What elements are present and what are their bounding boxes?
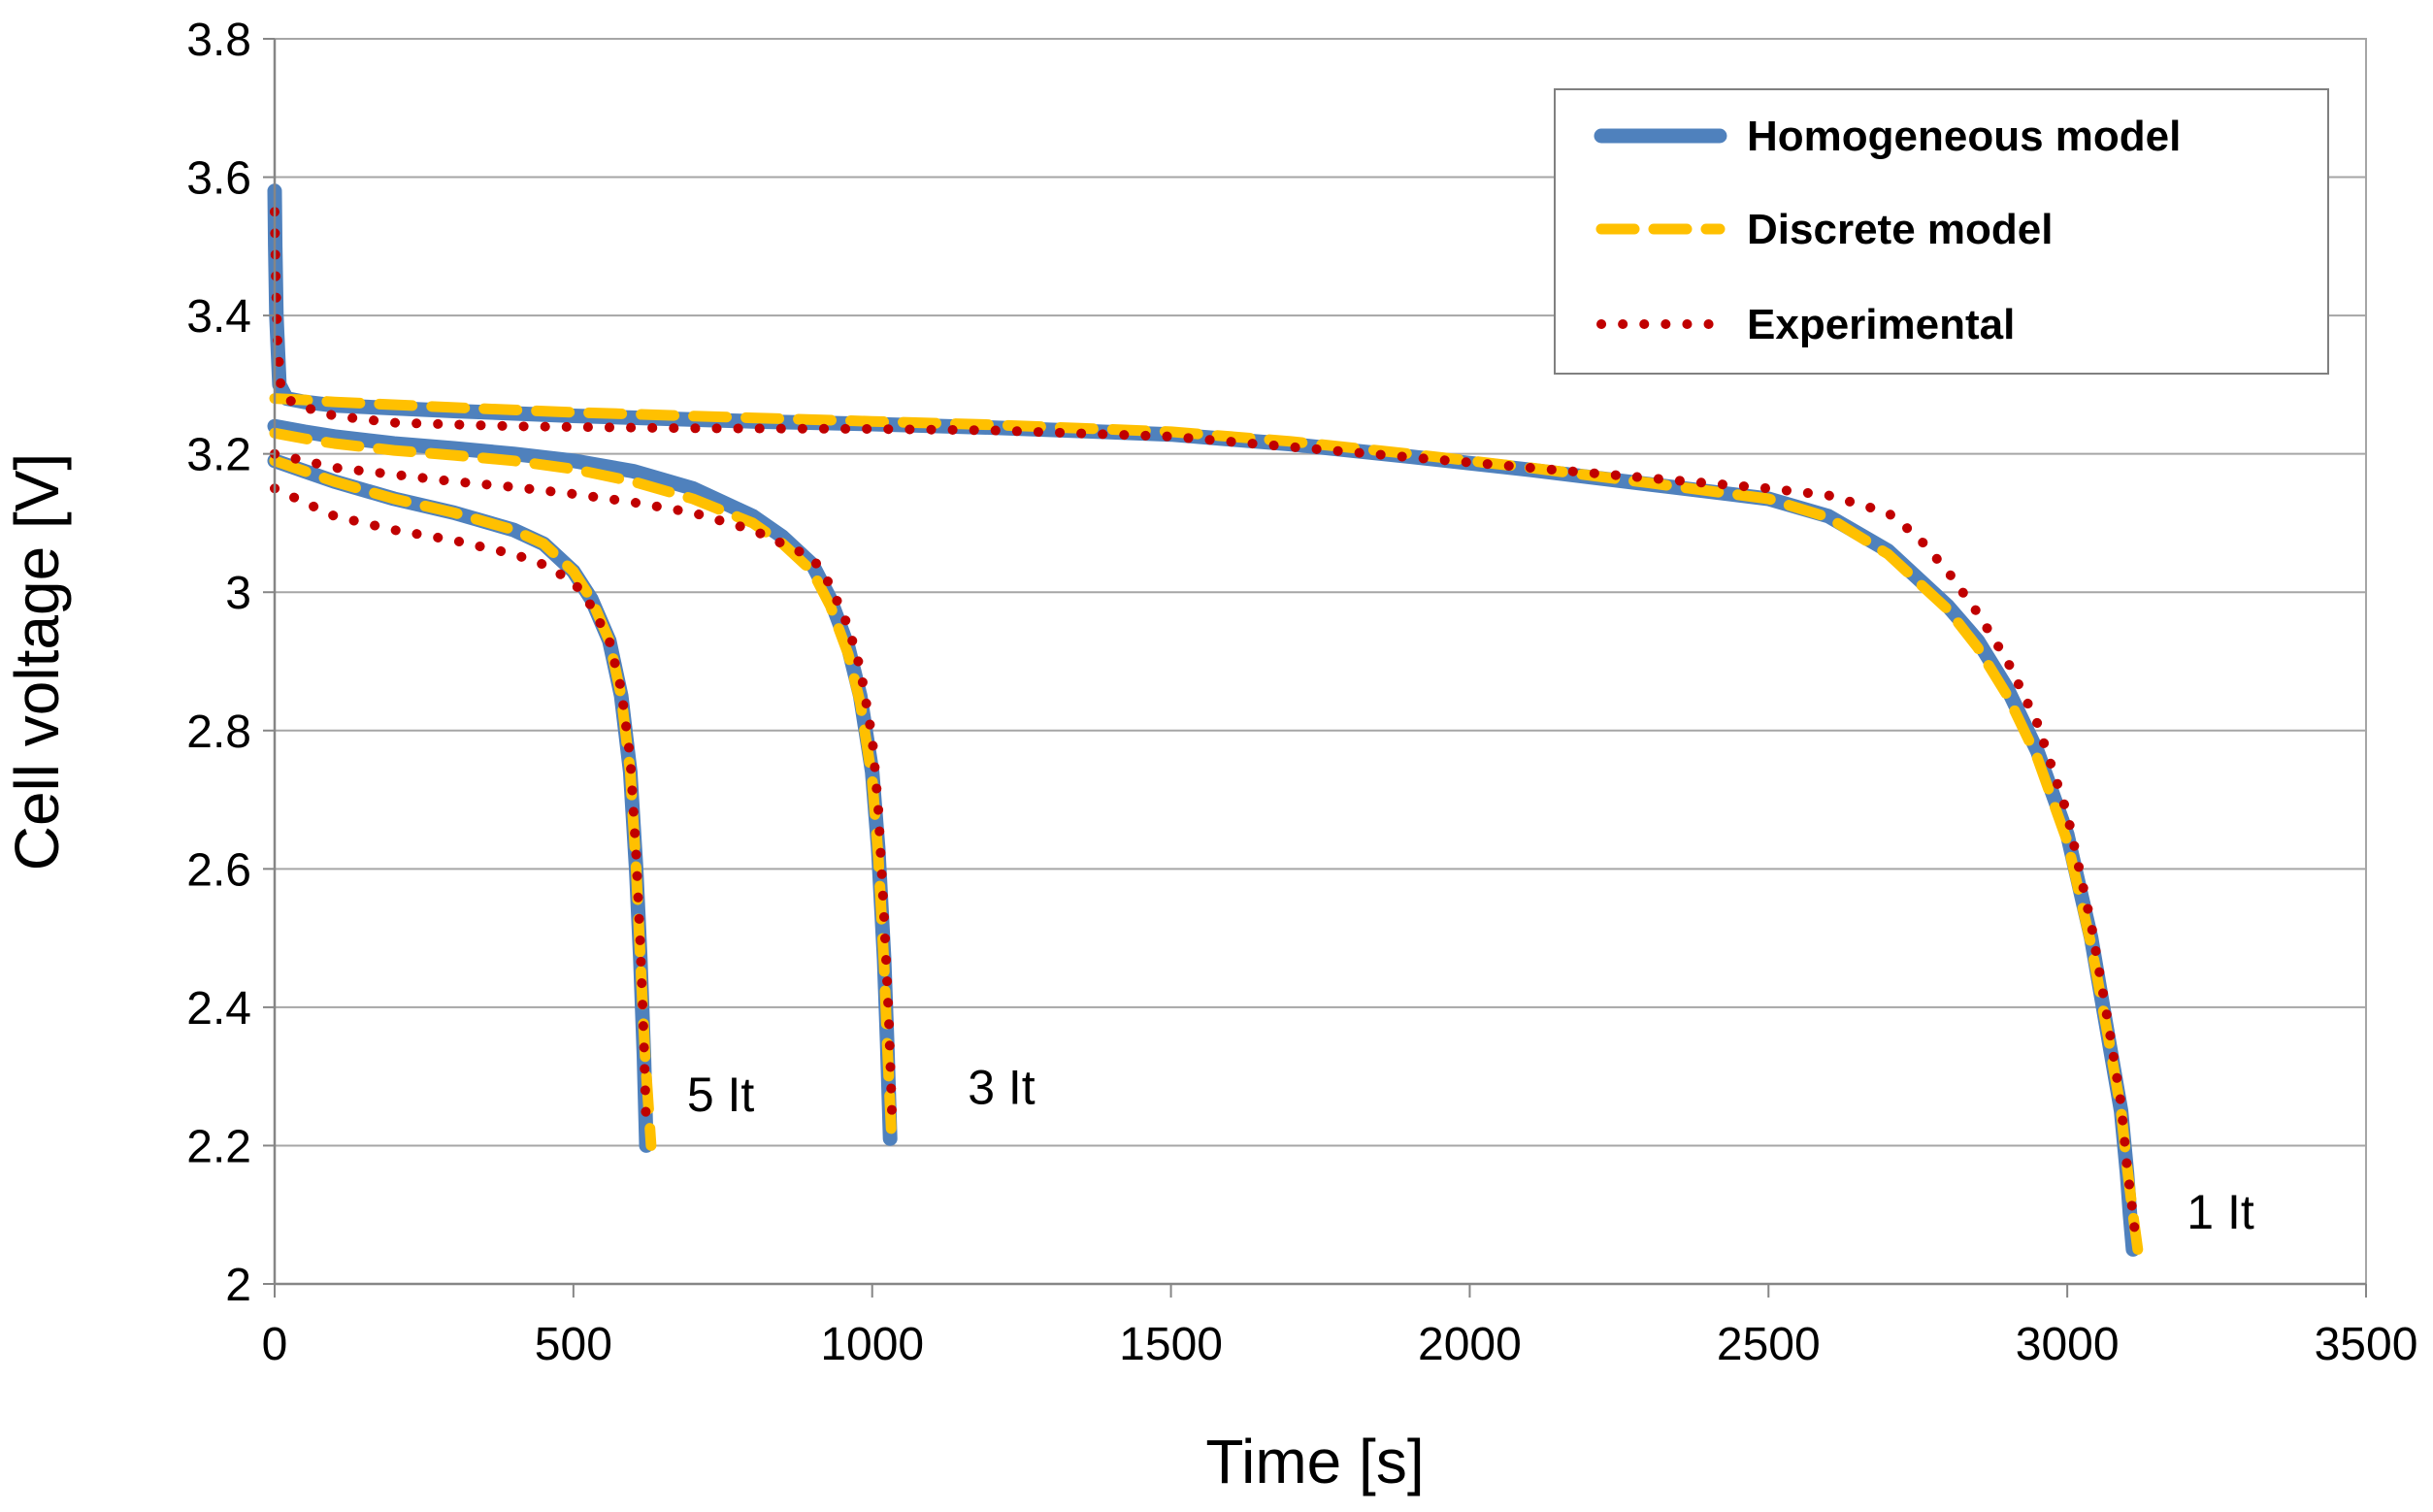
y-tick-label: 2 <box>225 1260 251 1311</box>
x-tick-label: 0 <box>262 1319 288 1370</box>
x-tick-label: 1500 <box>1119 1319 1223 1370</box>
y-tick-label: 2.4 <box>186 983 251 1035</box>
legend-label: Discrete model <box>1747 206 2053 253</box>
annotations: 5 It 3 It 1 It <box>687 1061 2254 1239</box>
series-line-discrete-model-5it <box>269 455 657 1151</box>
y-tick-label: 3.8 <box>186 15 251 66</box>
y-tick-label: 2.6 <box>186 844 251 896</box>
series-layer <box>267 183 2144 1257</box>
legend: Homogeneous model Discrete model Experimen… <box>1554 88 2329 375</box>
y-tick-label: 3.6 <box>186 153 251 205</box>
x-tick-label: 2500 <box>1717 1319 1821 1370</box>
series-line-experimental-3it <box>270 448 897 1116</box>
x-tick-label: 2000 <box>1418 1319 1522 1370</box>
rate-annotation: 3 It <box>968 1061 1036 1115</box>
y-tick-label: 3.4 <box>186 291 251 343</box>
x-axis-title: Time [s] <box>1205 1427 1424 1496</box>
x-tick-label: 3000 <box>2016 1319 2120 1370</box>
legend-label: Experimental <box>1747 301 2015 348</box>
y-tick-label: 3.2 <box>186 430 251 481</box>
x-tick-label: 3500 <box>2315 1319 2418 1370</box>
series-line-discrete-model-3it <box>269 427 897 1137</box>
y-axis-title: Cell voltage [V] <box>2 453 72 871</box>
series-line-experimental-5it <box>270 483 651 1137</box>
rate-annotation: 5 It <box>687 1068 755 1122</box>
y-tick-label: 3 <box>225 568 251 619</box>
y-tick-label: 2.8 <box>186 707 251 758</box>
x-tick-label: 500 <box>535 1319 612 1370</box>
y-tick-label: 2.2 <box>186 1121 251 1172</box>
x-tick-label: 1000 <box>820 1319 924 1370</box>
axes: 2 2.2 2.4 2.6 2.8 3 3.2 3.4 3.6 3.8 0 500 1000 1500 20… <box>186 15 2417 1370</box>
series-line-experimental-1it <box>270 207 2141 1248</box>
legend-label: Homogeneous model <box>1747 113 2181 160</box>
series-line-discrete-model-1it <box>269 393 2144 1255</box>
rate-annotation: 1 It <box>2186 1185 2254 1239</box>
